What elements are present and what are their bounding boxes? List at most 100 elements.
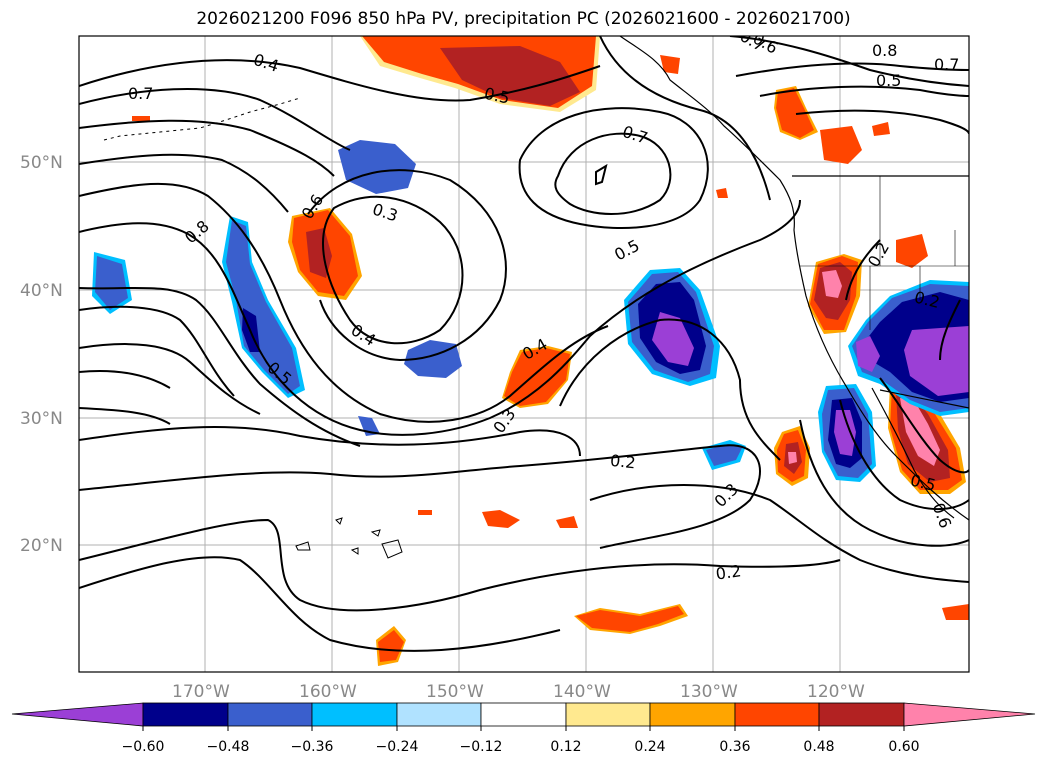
- precip-positive-patch: [504, 348, 570, 406]
- precip-positive-patch: [576, 606, 684, 632]
- pv-contour-line: [839, 399, 969, 511]
- contour-label: 0.7: [934, 55, 959, 74]
- colorbar-bin: [480, 702, 567, 727]
- colorbar-bin: [311, 702, 398, 727]
- pv-contour-line: [79, 556, 561, 652]
- colorbar-label: −0.60: [122, 739, 165, 755]
- pv-contour-line: [79, 153, 289, 213]
- precip-negative-patch: [834, 410, 856, 456]
- pv-contour-line: [729, 36, 969, 87]
- pv-contour-line: [79, 343, 261, 415]
- colorbar-label: −0.48: [207, 739, 250, 755]
- lat-label-20n: 20°N: [20, 536, 63, 556]
- lat-label-30n: 30°N: [20, 409, 63, 429]
- precip-negative-patch: [95, 256, 128, 310]
- pv-contour-line: [595, 163, 608, 186]
- pv-contour-line: [79, 286, 361, 447]
- precip-shading: [92, 36, 969, 666]
- coastline-baja: [871, 387, 955, 519]
- coastlines: [103, 36, 969, 559]
- precip-positive-patch: [822, 270, 842, 298]
- pv-contour-line: [795, 109, 969, 135]
- precip-positive-patch: [418, 510, 432, 515]
- pv-contour-line: [79, 305, 235, 397]
- precip-positive-patch: [378, 630, 404, 662]
- colorbar-label: 0.36: [719, 739, 750, 755]
- pv-contour-line: [559, 318, 781, 461]
- precip-negative-patch: [358, 416, 380, 436]
- precip-positive-patch: [660, 55, 680, 74]
- precip-positive-patch: [482, 510, 520, 528]
- lon-label-130w: 130°W: [680, 682, 738, 702]
- precip-negative-patch: [338, 140, 416, 194]
- contour-label: 0.2: [609, 451, 636, 473]
- pv-contour-line: [589, 484, 969, 583]
- pv-contour-line: [79, 444, 761, 549]
- colorbar-bin: [142, 702, 229, 727]
- lon-label-160w: 160°W: [299, 682, 357, 702]
- colorbar-labels: −0.60 −0.48 −0.36 −0.24 −0.12 0.12 0.24 …: [122, 739, 920, 755]
- precip-positive-patch: [132, 116, 150, 121]
- pv-contour-line: [79, 407, 171, 425]
- map-frame: [78, 35, 970, 673]
- precip-positive-patch: [440, 46, 580, 106]
- lon-label-170w: 170°W: [172, 682, 230, 702]
- precip-positive-patch: [896, 234, 928, 268]
- pv-contour-line: [845, 239, 881, 301]
- pv-contour-line: [799, 419, 969, 547]
- lon-label-120w: 120°W: [807, 682, 865, 702]
- precip-negative-patch: [652, 312, 694, 366]
- colorbar-ticks: [142, 726, 905, 731]
- pv-contour-line: [79, 119, 335, 177]
- pv-contour-line: [879, 377, 969, 474]
- colorbar-label: 0.24: [634, 739, 665, 755]
- colorbar-bin: [227, 702, 313, 727]
- contour-label: 0.8: [872, 41, 897, 60]
- contour-label: 0.5: [876, 71, 901, 90]
- pv-contour-line: [79, 59, 601, 102]
- colorbar-label: 0.48: [803, 739, 834, 755]
- precip-negative-patch: [226, 220, 300, 394]
- pv-contour-line: [79, 369, 171, 389]
- pv-contour-line: [554, 132, 672, 215]
- pv-contour-line: [735, 62, 969, 77]
- colorbar-bin: [565, 702, 651, 727]
- precip-negative-patch: [856, 336, 880, 372]
- precip-positive-patch: [788, 452, 797, 464]
- pv-contour-line: [79, 426, 581, 457]
- precip-negative-patch: [706, 444, 742, 466]
- colorbar: [11, 702, 1036, 727]
- precip-positive-patch: [820, 126, 862, 164]
- precip-positive-patch: [942, 604, 969, 620]
- colorbar-bin: [649, 702, 736, 727]
- precip-positive-patch: [716, 188, 728, 198]
- colorbar-extend-low: [11, 702, 144, 727]
- colorbar-label: −0.12: [460, 739, 503, 755]
- pv-contour-line: [307, 169, 507, 362]
- precip-negative-patch: [904, 326, 969, 396]
- pv-contour-line: [759, 85, 969, 97]
- lat-label-50n: 50°N: [20, 153, 63, 173]
- latitude-labels: 50°N 40°N 30°N 20°N: [20, 153, 63, 556]
- precip-positive-patch: [776, 88, 814, 138]
- contour-label: 0.7: [128, 84, 153, 103]
- pv-contour-line: [79, 182, 609, 423]
- border-us-mexico: [879, 389, 969, 409]
- contour-label: 0.5: [483, 84, 512, 108]
- colorbar-label: −0.24: [376, 739, 419, 755]
- precip-positive-patch: [556, 516, 578, 528]
- colorbar-label: 0.60: [888, 739, 919, 755]
- pv-contour-line: [79, 199, 801, 436]
- coastline-north-america: [619, 36, 969, 521]
- lon-label-140w: 140°W: [553, 682, 611, 702]
- pv-contours: [79, 36, 969, 652]
- pv-contour-line: [322, 195, 464, 345]
- longitude-labels: 170°W 160°W 150°W 140°W 130°W 120°W: [172, 682, 865, 702]
- chart-title: 2026021200 F096 850 hPa PV, precipitatio…: [196, 9, 851, 29]
- colorbar-label: −0.36: [291, 739, 334, 755]
- colorbar-label: 0.12: [550, 739, 581, 755]
- state-borders: [800, 176, 969, 330]
- lon-label-150w: 150°W: [426, 682, 484, 702]
- lat-label-40n: 40°N: [20, 281, 63, 301]
- colorbar-bin: [396, 702, 482, 727]
